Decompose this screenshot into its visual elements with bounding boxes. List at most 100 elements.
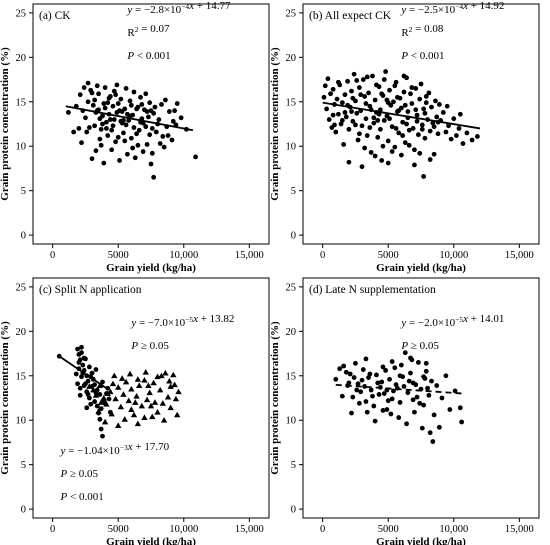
data-point xyxy=(135,142,141,148)
data-point xyxy=(144,142,150,147)
data-point xyxy=(419,122,425,128)
data-point-triangle xyxy=(101,418,109,425)
data-point xyxy=(159,102,164,107)
y-tick-label: 5 xyxy=(291,186,296,197)
data-point xyxy=(350,118,356,124)
data-point xyxy=(414,112,420,118)
data-point xyxy=(100,379,105,385)
data-point xyxy=(419,126,425,132)
plot-frame xyxy=(302,277,540,519)
data-point xyxy=(363,399,369,404)
data-point xyxy=(423,94,429,99)
data-point xyxy=(97,416,103,422)
data-point-triangle xyxy=(112,395,119,402)
data-point xyxy=(364,133,370,138)
data-point-triangle xyxy=(175,388,182,395)
data-point xyxy=(405,109,411,114)
data-point xyxy=(132,155,138,161)
data-point-triangle xyxy=(151,399,159,405)
data-point xyxy=(426,392,432,398)
data-point xyxy=(421,174,427,179)
data-point xyxy=(342,92,348,98)
data-point xyxy=(109,127,115,133)
panel-title: (a) CK xyxy=(39,10,71,22)
x-tick-label: 5000 xyxy=(108,524,129,535)
data-point xyxy=(115,101,121,106)
data-point xyxy=(77,392,83,398)
y-tick-label: 20 xyxy=(16,53,27,64)
data-point xyxy=(474,134,480,139)
data-point xyxy=(376,392,382,397)
data-point xyxy=(337,366,343,372)
data-point xyxy=(97,136,103,142)
data-point-triangle xyxy=(134,420,142,427)
data-point xyxy=(426,90,432,96)
data-point xyxy=(165,133,171,138)
data-point xyxy=(358,389,364,395)
data-point xyxy=(84,405,90,411)
regression-text: P < 0.001 xyxy=(126,50,170,62)
data-point xyxy=(92,97,98,103)
data-point xyxy=(341,363,347,369)
y-axis-label: Grain protein concentration (%) xyxy=(0,47,11,201)
data-point xyxy=(66,110,71,115)
data-point xyxy=(355,137,361,143)
data-point xyxy=(434,114,440,120)
data-point xyxy=(429,104,434,110)
data-point xyxy=(362,94,368,99)
data-point xyxy=(375,118,381,123)
data-point xyxy=(405,390,411,396)
data-point xyxy=(410,397,416,403)
data-point-triangle xyxy=(115,422,122,428)
data-point xyxy=(417,150,423,156)
y-axis-label: Grain protein concentration (%) xyxy=(269,47,281,201)
data-point xyxy=(427,157,433,162)
y-tick-label: 10 xyxy=(286,416,297,427)
y-tick-label: 10 xyxy=(286,142,297,153)
data-point xyxy=(427,128,433,134)
data-point xyxy=(123,122,129,128)
data-point xyxy=(76,126,82,131)
data-point xyxy=(106,396,112,402)
data-point xyxy=(408,91,413,97)
data-point xyxy=(398,362,404,368)
data-point xyxy=(81,355,87,361)
data-point xyxy=(383,69,388,74)
data-point xyxy=(109,147,115,153)
data-point xyxy=(384,97,390,103)
data-point xyxy=(414,394,420,400)
data-point xyxy=(333,129,339,135)
y-tick-label: 20 xyxy=(286,327,297,338)
data-point xyxy=(395,94,400,100)
data-point xyxy=(410,126,416,131)
data-point xyxy=(397,400,403,405)
data-point xyxy=(140,149,146,154)
data-point xyxy=(413,86,419,91)
data-point xyxy=(436,424,442,430)
data-point xyxy=(379,158,385,163)
y-tick-label: 25 xyxy=(286,8,297,19)
y-tick-label: 5 xyxy=(291,460,296,471)
data-point xyxy=(92,382,98,388)
data-point-triangle xyxy=(172,395,180,402)
data-point xyxy=(353,360,358,366)
x-tick-label: 10,000 xyxy=(169,524,198,535)
data-point xyxy=(333,376,339,382)
data-point xyxy=(151,174,157,180)
data-point-triangle xyxy=(164,393,172,400)
data-point xyxy=(457,405,463,411)
y-tick-label: 25 xyxy=(16,282,27,293)
data-point xyxy=(81,85,87,90)
data-point-triangle xyxy=(96,382,104,388)
x-tick-label: 5000 xyxy=(108,250,129,261)
data-point xyxy=(356,400,362,406)
data-point xyxy=(153,129,159,135)
data-point xyxy=(110,103,116,109)
data-point xyxy=(121,130,126,136)
data-point xyxy=(371,403,377,409)
data-point xyxy=(75,346,80,352)
data-point-triangle xyxy=(128,406,135,412)
y-tick-label: 0 xyxy=(291,231,296,242)
data-point xyxy=(106,95,112,101)
